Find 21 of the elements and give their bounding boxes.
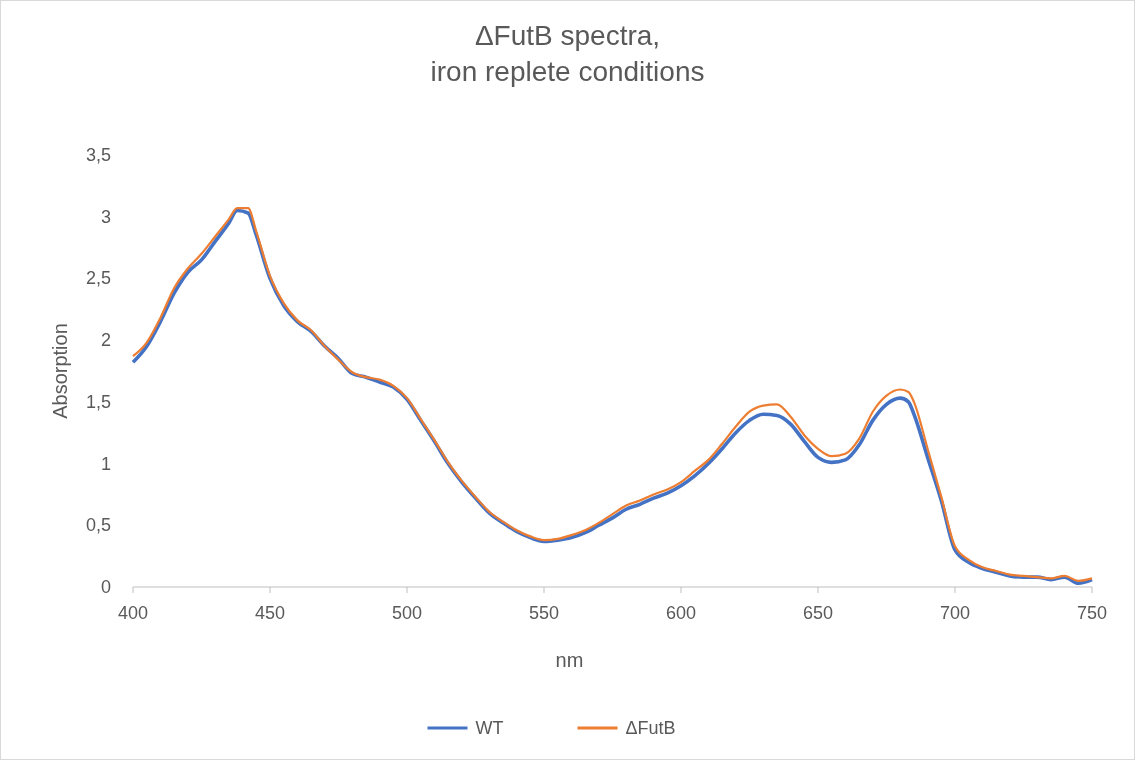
y-tick-label: 0,5 xyxy=(85,515,111,536)
x-tick-label: 600 xyxy=(665,603,697,623)
y-tick-label: 1 xyxy=(100,453,111,474)
y-tick-label: 1,5 xyxy=(85,391,111,412)
x-tick-label: 650 xyxy=(802,603,834,623)
x-tick-label: 550 xyxy=(528,603,560,623)
x-tick-label: 700 xyxy=(939,603,971,623)
legend-label: ΔFutB xyxy=(625,718,676,738)
x-tick-label: 750 xyxy=(1076,603,1108,623)
y-tick-label: 0 xyxy=(100,577,111,597)
x-tick-label: 450 xyxy=(254,603,286,623)
x-tick-label: 400 xyxy=(117,603,149,623)
y-tick-label: 3 xyxy=(100,206,111,227)
legend-label: WT xyxy=(475,718,504,738)
y-tick-label: 2 xyxy=(100,330,111,351)
x-tick-label: 500 xyxy=(391,603,423,623)
y-tick-label: 2,5 xyxy=(85,268,111,289)
chart-title: ΔFutB spectra, iron replete conditions xyxy=(430,20,705,87)
y-axis-title: Absorption xyxy=(49,323,71,419)
y-tick-label: 3,5 xyxy=(85,145,111,165)
x-axis-title: nm xyxy=(555,649,584,671)
